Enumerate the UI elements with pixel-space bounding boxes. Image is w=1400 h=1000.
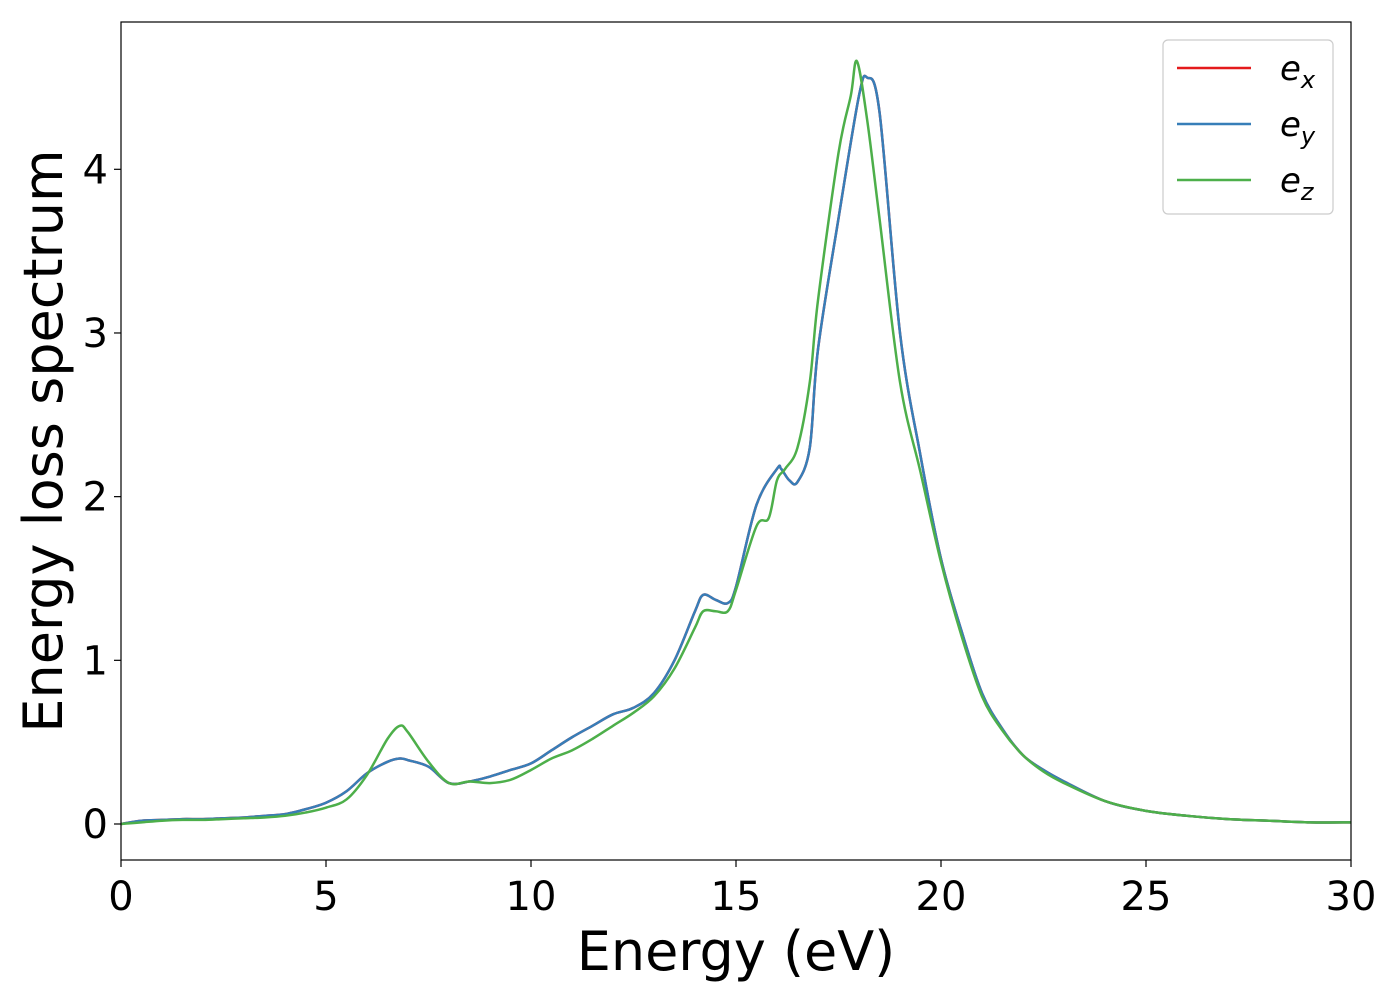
series-lines [120, 59, 1352, 826]
series-line-z [120, 59, 1352, 826]
x-tick-label: 15 [711, 874, 762, 920]
y-tick-label: 1 [83, 638, 108, 684]
x-tick-label: 10 [506, 874, 557, 920]
y-tick-label: 3 [83, 311, 108, 357]
legend-label-x: ex [1280, 49, 1316, 94]
y-tick-label: 0 [83, 802, 108, 848]
x-axis-label: Energy (eV) [577, 920, 896, 983]
y-tick-label: 2 [83, 475, 108, 521]
legend-box [1162, 39, 1334, 215]
x-tick-label: 5 [313, 874, 338, 920]
x-tick-label: 30 [1326, 874, 1377, 920]
x-tick-label: 25 [1121, 874, 1172, 920]
axis-ticks: 0 5 10 15 20 25 30 0 1 2 3 4 [83, 147, 1377, 920]
x-tick-label: 20 [916, 874, 967, 920]
x-tick-label: 0 [108, 874, 133, 920]
legend-label-y: ey [1280, 105, 1316, 150]
y-tick-label: 4 [83, 147, 108, 193]
y-axis-label: Energy loss spectrum [12, 149, 75, 732]
